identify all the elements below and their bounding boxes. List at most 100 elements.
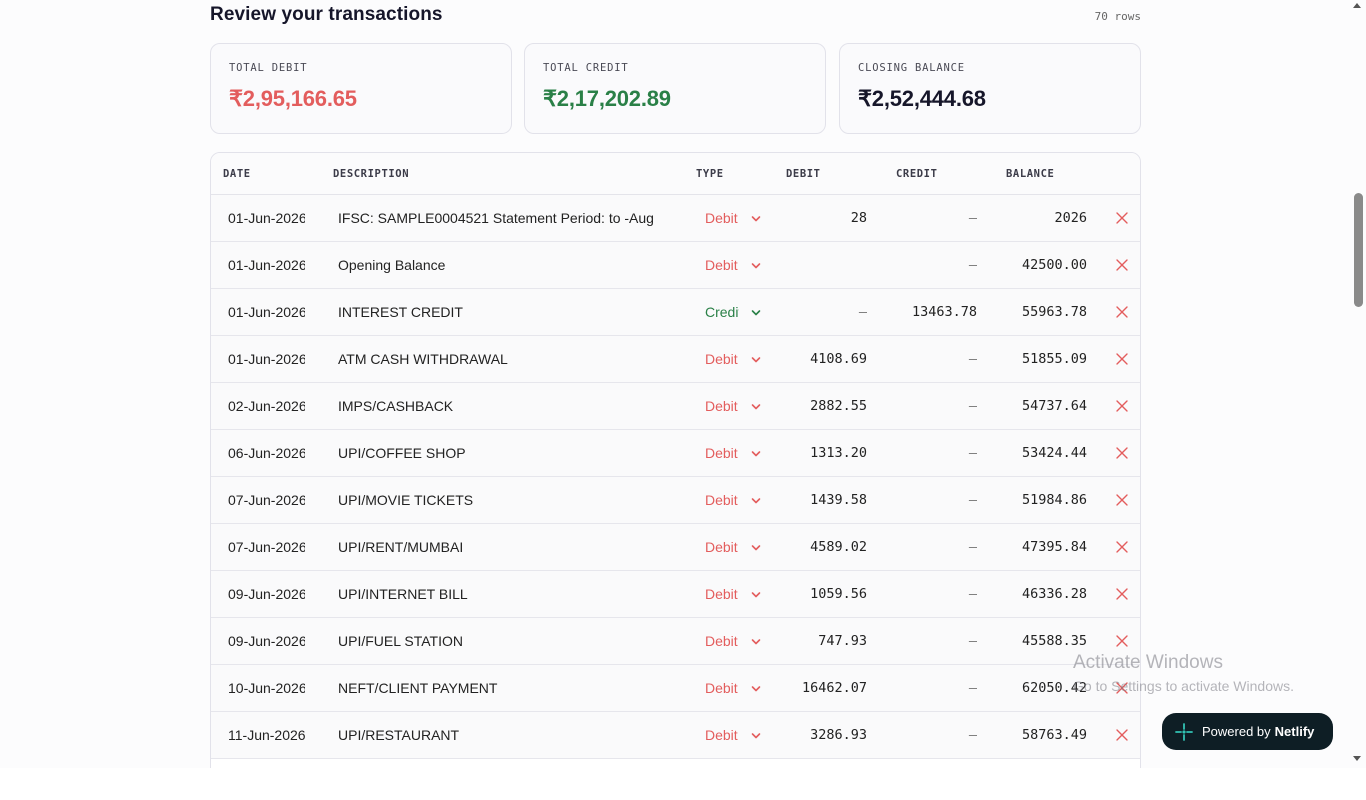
row-type-select[interactable]: Debit — [705, 633, 738, 649]
row-description[interactable]: IMPS/CASHBACK — [338, 398, 454, 414]
row-credit[interactable]: 13463.78 — [911, 304, 977, 320]
row-balance[interactable]: 51855.09 — [1021, 351, 1087, 367]
row-description[interactable]: UPI/FUEL STATION — [338, 633, 463, 649]
row-description[interactable]: IFSC: SAMPLE0004521 Statement Period: to… — [338, 210, 654, 226]
row-date[interactable]: 02-Jun-2026 — [228, 398, 305, 414]
netlify-badge[interactable]: Powered by Netlify — [1162, 713, 1333, 750]
row-debit[interactable]: 28 — [850, 210, 867, 226]
table-row[interactable]: 07-Jun-2026 UPI/MOVIE TICKETS Debit 1439.58… — [211, 477, 1140, 524]
row-type-select[interactable]: Debit — [705, 210, 738, 226]
row-credit[interactable]: – — [968, 727, 977, 743]
delete-row-icon[interactable] — [1115, 681, 1129, 695]
chevron-down-icon[interactable] — [751, 637, 761, 647]
row-credit[interactable]: – — [968, 539, 977, 555]
row-type-select[interactable]: Debit — [705, 492, 738, 508]
row-description[interactable]: UPI/MOVIE TICKETS — [338, 492, 474, 508]
delete-row-icon[interactable] — [1115, 728, 1129, 742]
delete-row-icon[interactable] — [1115, 211, 1129, 225]
delete-row-icon[interactable] — [1115, 305, 1129, 319]
row-balance[interactable]: 55963.78 — [1021, 304, 1087, 320]
row-credit[interactable]: – — [968, 680, 977, 696]
row-debit[interactable]: – — [858, 304, 867, 320]
row-balance[interactable]: 51984.86 — [1021, 492, 1087, 508]
row-debit[interactable]: 1439.58 — [810, 492, 867, 508]
row-description[interactable]: UPI/RESTAURANT — [338, 727, 460, 743]
row-balance[interactable]: 54737.64 — [1021, 398, 1087, 414]
row-description[interactable]: UPI/RENT/MUMBAI — [338, 539, 464, 555]
row-date[interactable]: 06-Jun-2026 — [228, 445, 305, 461]
row-balance[interactable]: 42500.00 — [1021, 257, 1087, 273]
row-type-select[interactable]: Debit — [705, 586, 738, 602]
row-description[interactable]: UPI/INTERNET BILL — [338, 586, 468, 602]
chevron-down-icon[interactable] — [751, 214, 761, 224]
row-credit[interactable]: – — [968, 445, 977, 461]
row-description[interactable]: Opening Balance — [338, 257, 446, 273]
row-type-select[interactable]: Debit — [705, 445, 738, 461]
row-credit[interactable]: – — [968, 257, 977, 273]
row-type-select[interactable]: Debit — [705, 727, 738, 743]
chevron-down-icon[interactable] — [751, 543, 761, 553]
row-type-select[interactable]: Debit — [705, 351, 738, 367]
delete-row-icon[interactable] — [1115, 634, 1129, 648]
table-row[interactable]: 01-Jun-2026 IFSC: SAMPLE0004521 Statement… — [211, 195, 1140, 242]
row-credit[interactable]: – — [968, 210, 977, 226]
row-balance[interactable]: 58763.49 — [1021, 727, 1087, 743]
row-balance[interactable]: 46336.28 — [1021, 586, 1087, 602]
delete-row-icon[interactable] — [1115, 446, 1129, 460]
row-date[interactable]: 07-Jun-2026 — [228, 539, 305, 555]
table-row[interactable]: 01-Jun-2026 INTEREST CREDIT Credit – 13463.7… — [211, 289, 1140, 336]
row-debit[interactable]: 1059.56 — [810, 586, 867, 602]
row-date[interactable]: 01-Jun-2026 — [228, 304, 305, 320]
row-debit[interactable]: 3286.93 — [810, 727, 867, 743]
row-type-select[interactable]: Debit — [705, 680, 738, 696]
row-credit[interactable]: – — [968, 633, 977, 649]
row-type-select[interactable]: Debit — [705, 398, 738, 414]
row-balance[interactable]: 62050.42 — [1021, 680, 1087, 696]
row-description[interactable]: INTEREST CREDIT — [338, 304, 463, 320]
row-date[interactable]: 11-Jun-2026 — [228, 727, 305, 743]
row-credit[interactable]: – — [968, 351, 977, 367]
delete-row-icon[interactable] — [1115, 587, 1129, 601]
row-type-select[interactable]: Debit — [705, 257, 738, 273]
page-scrollbar[interactable] — [1350, 0, 1366, 768]
table-row[interactable]: 01-Jun-2026 ATM CASH WITHDRAWAL Debit 4108.… — [211, 336, 1140, 383]
row-date[interactable]: 10-Jun-2026 — [228, 680, 305, 696]
table-row[interactable]: 07-Jun-2026 UPI/RENT/MUMBAI Debit 4589.02 – 4… — [211, 524, 1140, 571]
row-date[interactable]: 01-Jun-2026 — [228, 210, 305, 226]
table-row[interactable]: 06-Jun-2026 UPI/COFFEE SHOP Debit 1313.20 – 5… — [211, 430, 1140, 477]
table-row[interactable]: 11-Jun-2026 UPI/RESTAURANT Debit 3286.93 – 58… — [211, 712, 1140, 759]
row-debit[interactable]: 16462.07 — [801, 680, 867, 696]
row-credit[interactable]: – — [968, 492, 977, 508]
delete-row-icon[interactable] — [1115, 399, 1129, 413]
row-date[interactable]: 07-Jun-2026 — [228, 492, 305, 508]
table-row[interactable]: 10-Jun-2026 NEFT/CLIENT PAYMENT Debit 16462… — [211, 665, 1140, 712]
chevron-down-icon[interactable] — [751, 402, 761, 412]
delete-row-icon[interactable] — [1115, 258, 1129, 272]
table-row[interactable]: 01-Jun-2026 Opening Balance Debit – 42500.00 — [211, 242, 1140, 289]
chevron-down-icon[interactable] — [751, 261, 761, 271]
chevron-down-icon[interactable] — [751, 684, 761, 694]
table-row[interactable]: 09-Jun-2026 UPI/FUEL STATION Debit 747.93 – 4… — [211, 618, 1140, 665]
row-balance[interactable]: 45588.35 — [1021, 633, 1087, 649]
delete-row-icon[interactable] — [1115, 352, 1129, 366]
delete-row-icon[interactable] — [1115, 493, 1129, 507]
row-balance[interactable]: 53424.44 — [1021, 445, 1087, 461]
row-description[interactable]: ATM CASH WITHDRAWAL — [338, 351, 508, 367]
row-balance[interactable]: 47395.84 — [1021, 539, 1087, 555]
row-credit[interactable]: – — [968, 398, 977, 414]
row-debit[interactable]: 4108.69 — [810, 351, 867, 367]
chevron-down-icon[interactable] — [751, 731, 761, 741]
row-description[interactable]: NEFT/CLIENT PAYMENT — [338, 680, 498, 696]
scroll-up-arrow-icon[interactable] — [1353, 3, 1361, 8]
delete-row-icon[interactable] — [1115, 540, 1129, 554]
table-row[interactable]: 09-Jun-2026 UPI/INTERNET BILL Debit 1059.56… — [211, 571, 1140, 618]
table-row[interactable]: 02-Jun-2026 IMPS/CASHBACK Debit 2882.55 – 547… — [211, 383, 1140, 430]
row-balance[interactable]: 2026 — [1054, 210, 1087, 226]
row-credit[interactable]: – — [968, 586, 977, 602]
row-debit[interactable]: 2882.55 — [810, 398, 867, 414]
chevron-down-icon[interactable] — [751, 308, 761, 318]
row-date[interactable]: 01-Jun-2026 — [228, 351, 305, 367]
scroll-down-arrow-icon[interactable] — [1353, 756, 1361, 761]
chevron-down-icon[interactable] — [751, 496, 761, 506]
row-type-select[interactable]: Debit — [705, 539, 738, 555]
